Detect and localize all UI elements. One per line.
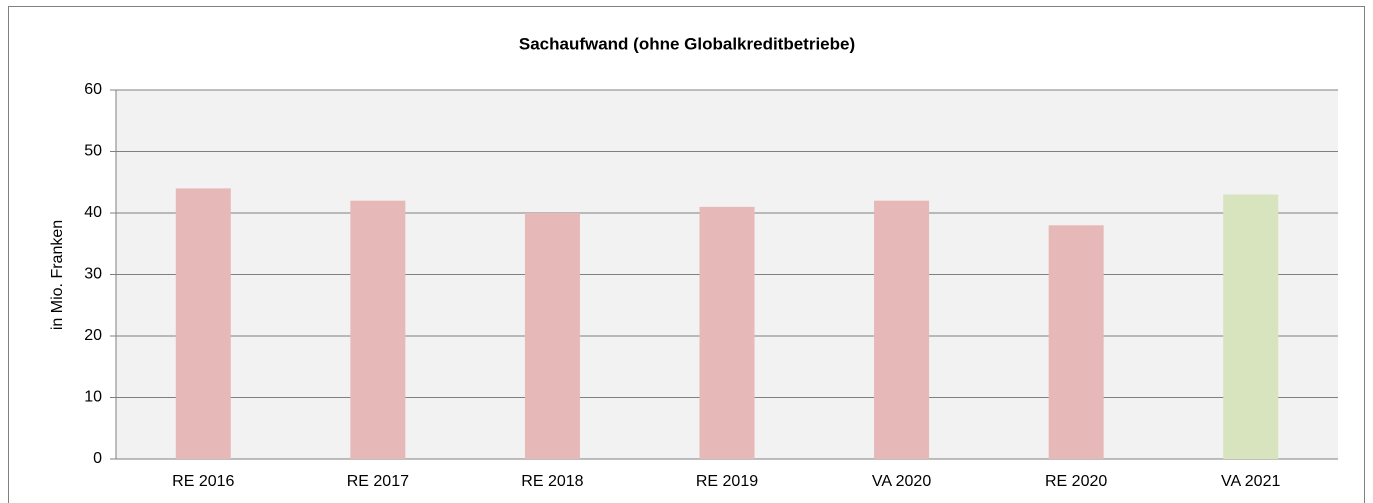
y-tick-label: 60 bbox=[84, 81, 102, 98]
x-tick-label: VA 2020 bbox=[872, 473, 931, 490]
bar bbox=[1048, 225, 1104, 459]
y-axis-label: in Mio. Franken bbox=[49, 220, 66, 330]
y-tick-label: 10 bbox=[84, 389, 102, 406]
y-tick-label: 30 bbox=[84, 266, 102, 283]
bar bbox=[350, 200, 406, 459]
y-tick-label: 0 bbox=[93, 450, 102, 467]
x-tick-label: RE 2020 bbox=[1045, 473, 1107, 490]
x-tick-label: RE 2018 bbox=[521, 473, 583, 490]
bar bbox=[175, 188, 231, 459]
bar bbox=[874, 200, 930, 459]
bar bbox=[524, 213, 580, 459]
bar bbox=[699, 206, 755, 459]
x-tick-label: RE 2019 bbox=[696, 473, 758, 490]
y-tick-label: 40 bbox=[84, 204, 102, 221]
x-tick-label: RE 2016 bbox=[172, 473, 234, 490]
x-tick-label: VA 2021 bbox=[1221, 473, 1280, 490]
y-tick-label: 20 bbox=[84, 327, 102, 344]
chart-title: Sachaufwand (ohne Globalkreditbetriebe) bbox=[519, 34, 855, 53]
x-tick-label: RE 2017 bbox=[347, 473, 409, 490]
bar bbox=[1223, 194, 1279, 460]
y-tick-label: 50 bbox=[84, 143, 102, 160]
